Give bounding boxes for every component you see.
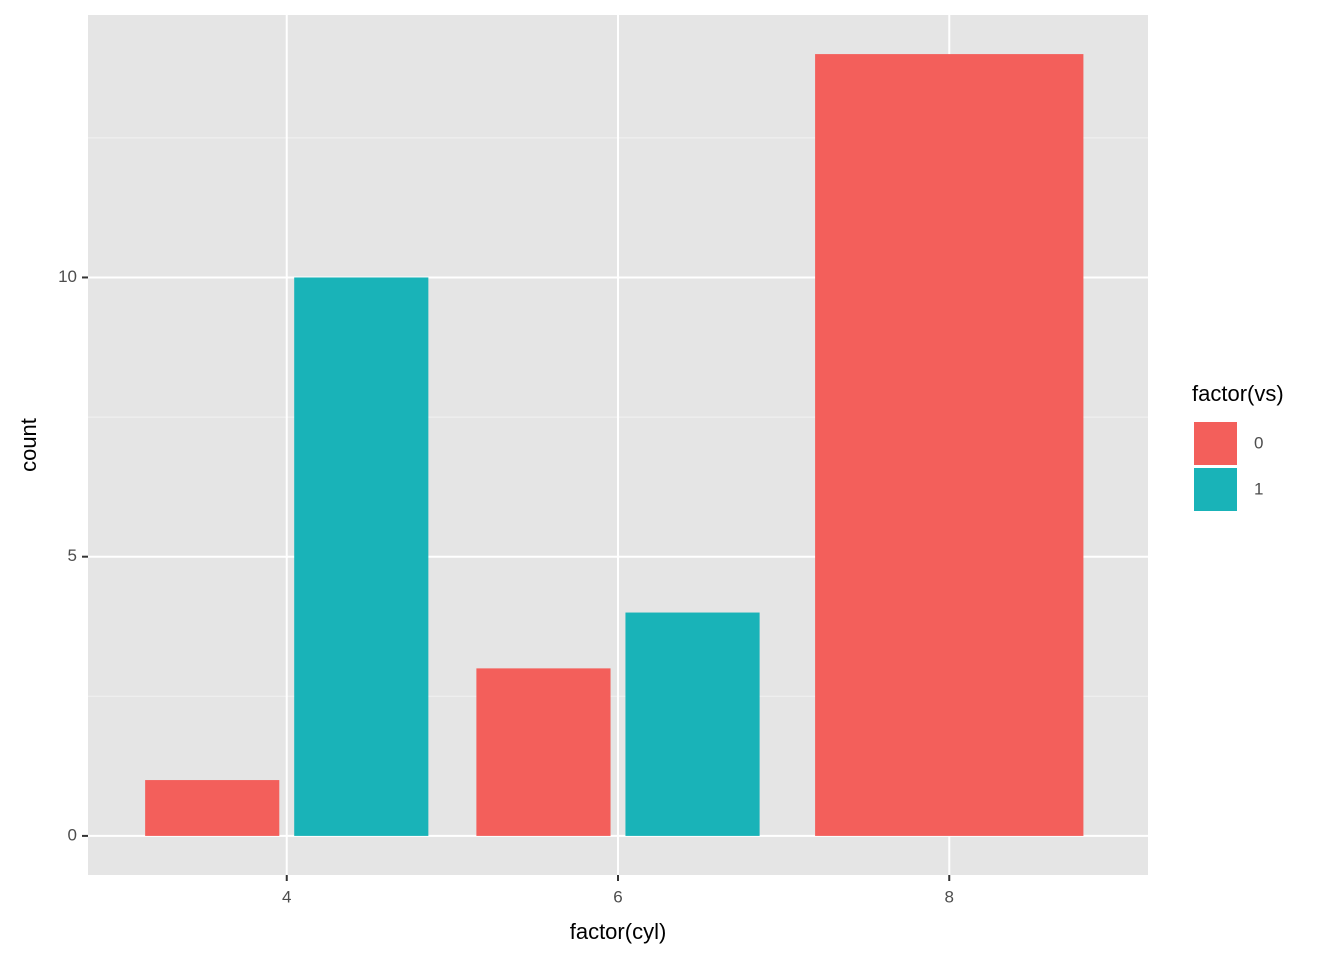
legend-title: factor(vs) bbox=[1192, 381, 1284, 406]
legend-label: 1 bbox=[1254, 479, 1263, 498]
y-tick-label: 0 bbox=[68, 825, 77, 844]
x-tick-label: 6 bbox=[613, 887, 622, 906]
y-tick-label: 10 bbox=[58, 267, 77, 286]
x-axis-title: factor(cyl) bbox=[570, 919, 667, 944]
y-axis-title: count bbox=[16, 418, 41, 472]
y-tick-label: 5 bbox=[68, 546, 77, 565]
legend-label: 0 bbox=[1254, 433, 1263, 452]
bar bbox=[815, 54, 1084, 836]
bar bbox=[625, 612, 760, 836]
x-tick-label: 4 bbox=[282, 887, 291, 906]
legend-swatch bbox=[1194, 422, 1237, 465]
bar bbox=[294, 277, 429, 836]
bar bbox=[145, 780, 280, 836]
x-tick-label: 8 bbox=[945, 887, 954, 906]
bar bbox=[476, 668, 611, 836]
legend-swatch bbox=[1194, 468, 1237, 511]
